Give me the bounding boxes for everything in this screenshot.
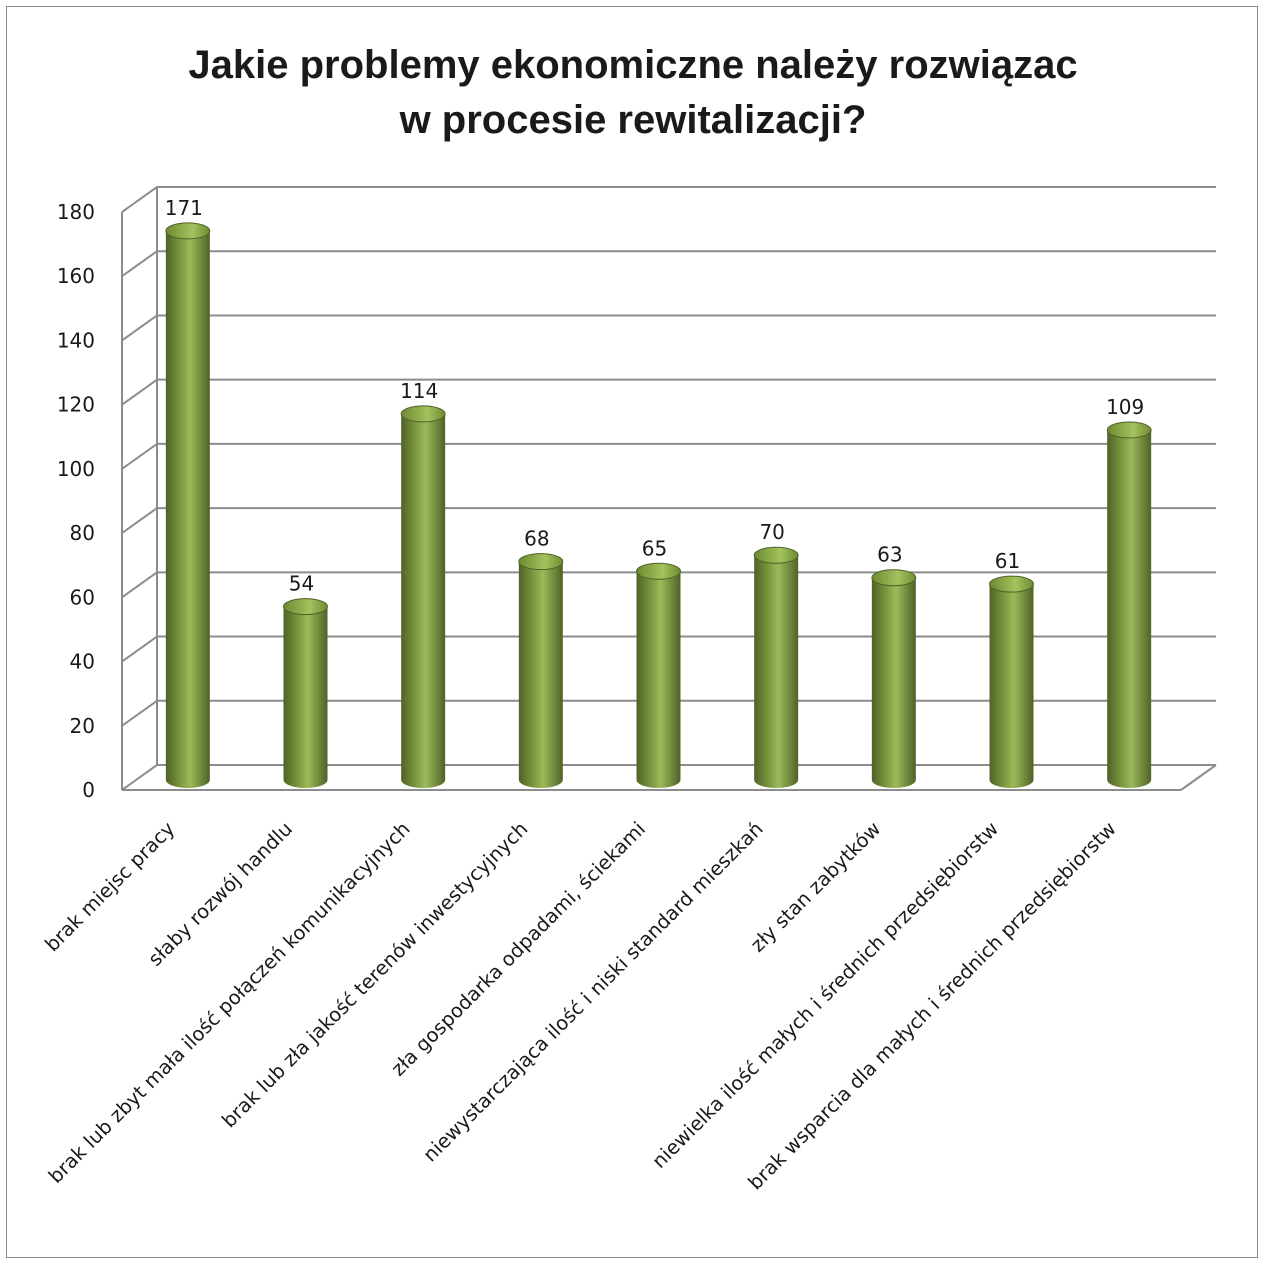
y-tick-label: 40 (70, 650, 95, 674)
category-label: brak miejsc pracy (41, 817, 180, 956)
bar-body (754, 555, 799, 788)
y-tick-label: 120 (57, 393, 95, 417)
bar (400, 405, 446, 788)
chart-frame (6, 6, 1258, 1258)
bar-body (1107, 429, 1152, 788)
side-wall-gridline (121, 507, 158, 534)
y-tick-label: 180 (57, 200, 95, 224)
y-tick-label: 0 (82, 778, 95, 802)
bar (1106, 421, 1152, 788)
y-tick-label: 160 (57, 264, 95, 288)
bar-top (871, 569, 917, 587)
y-tick-label: 80 (70, 521, 95, 545)
data-label: 109 (1106, 395, 1144, 419)
bar-body (518, 561, 563, 788)
bar-top (165, 222, 211, 240)
chart-title-line-2: w procesie rewitalizacji? (399, 98, 867, 142)
data-label: 114 (400, 379, 438, 403)
data-label: 63 (877, 543, 902, 567)
bar-top (518, 553, 564, 571)
data-label: 171 (165, 196, 203, 220)
bar-top (753, 546, 799, 564)
chart-title: Jakie problemy ekonomiczne należy rozwią… (0, 38, 1266, 148)
bar-top (1106, 421, 1152, 439)
y-tick-label: 60 (70, 585, 95, 609)
bar-top (283, 598, 328, 616)
y-tick-label: 100 (57, 457, 95, 481)
bar-body (165, 230, 210, 788)
data-label: 61 (995, 549, 1020, 573)
data-label: 54 (289, 572, 314, 596)
data-label: 68 (524, 527, 549, 551)
bar-body (401, 413, 446, 788)
side-wall-gridline (121, 699, 158, 727)
side-wall-gridline (121, 571, 158, 599)
bar (165, 222, 211, 788)
side-wall-gridline (121, 186, 158, 213)
bar-body (989, 584, 1034, 788)
category-label: zła gospodarka odpadami, ściekami (387, 817, 650, 1080)
bar (989, 575, 1034, 788)
y-tick-label: 20 (70, 714, 95, 738)
floor-right-edge (1180, 764, 1217, 791)
side-wall-gridline (121, 250, 158, 278)
bar-body (636, 571, 681, 788)
chart-title-line-1: Jakie problemy ekonomiczne należy rozwią… (188, 43, 1078, 87)
side-wall-gridline (121, 635, 158, 663)
bar (636, 562, 681, 788)
bar-top (636, 562, 681, 580)
data-label: 65 (642, 536, 667, 560)
side-wall-gridline (121, 443, 158, 470)
y-tick-label: 140 (57, 328, 95, 352)
bar-top (400, 405, 446, 423)
bar (871, 569, 917, 788)
data-label: 70 (759, 520, 784, 544)
bar (518, 553, 564, 788)
bar-layer (165, 222, 1152, 788)
bar (753, 546, 799, 788)
bar-body (871, 577, 916, 788)
bar-body (283, 606, 328, 788)
side-wall-gridline (121, 764, 158, 791)
category-label: zły stan zabytków (746, 817, 885, 956)
side-wall-gridline (121, 314, 158, 342)
bar (283, 598, 328, 788)
axis-layer: 0 20 40 60 80 100 120 140 160 180 (57, 200, 1217, 802)
bar-top (989, 575, 1034, 593)
side-wall-gridline (121, 378, 158, 406)
grid-layer (121, 186, 1216, 791)
